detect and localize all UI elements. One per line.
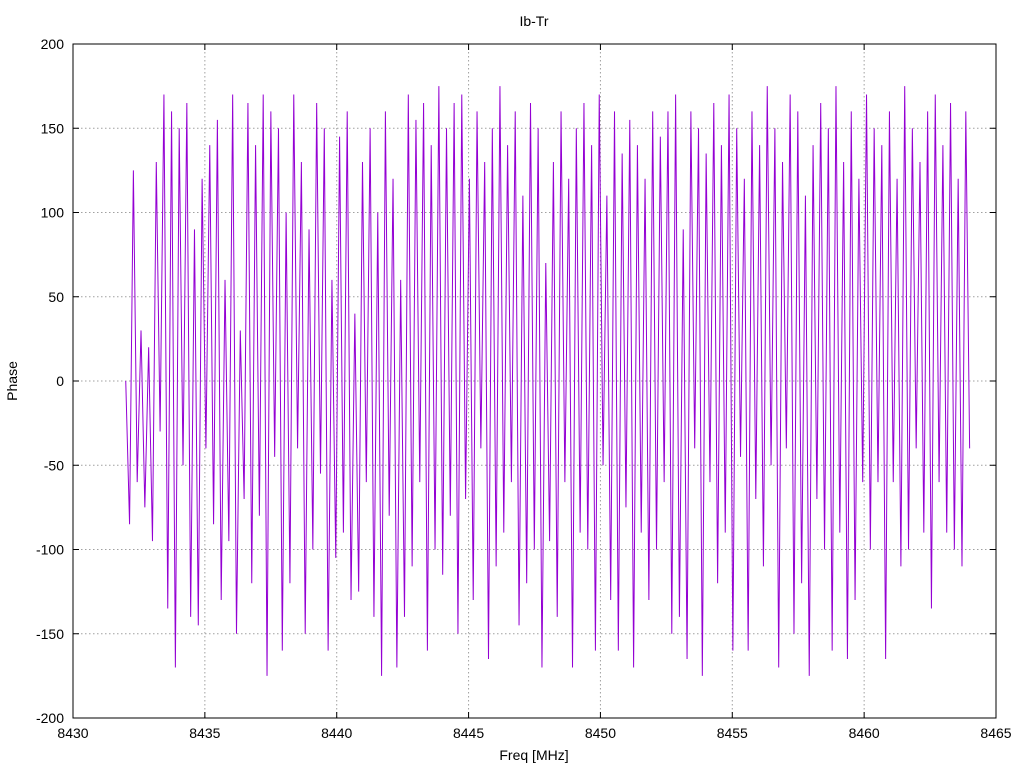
x-tick-label: 8435 <box>189 725 220 741</box>
y-tick-label: 100 <box>41 205 65 221</box>
y-tick-label: 150 <box>41 120 65 136</box>
x-tick-label: 8465 <box>980 725 1011 741</box>
axis-ticks <box>72 43 997 719</box>
y-tick-label: 0 <box>56 373 64 389</box>
y-tick-label: -50 <box>44 457 64 473</box>
x-tick-labels: 8430 8435 8440 8445 8450 8455 8460 8465 <box>57 725 1011 741</box>
x-tick-label: 8455 <box>717 725 748 741</box>
y-axis-title: Phase <box>4 361 20 401</box>
x-tick-label: 8430 <box>57 725 88 741</box>
x-tick-label: 8460 <box>849 725 880 741</box>
y-tick-label: -200 <box>36 710 64 726</box>
data-series <box>125 86 971 676</box>
y-tick-label: 200 <box>41 36 65 52</box>
grid-lines <box>73 44 996 718</box>
x-tick-label: 8440 <box>321 725 352 741</box>
y-tick-label: -100 <box>36 542 64 558</box>
y-tick-labels: -200 -150 -100 -50 0 50 100 150 200 <box>36 36 64 726</box>
y-tick-label: 50 <box>48 289 64 305</box>
x-tick-label: 8445 <box>453 725 484 741</box>
x-axis-title: Freq [MHz] <box>499 747 568 763</box>
x-tick-label: 8450 <box>585 725 616 741</box>
chart-title: Ib-Tr <box>519 13 548 29</box>
y-tick-label: -150 <box>36 626 64 642</box>
phase-series-line <box>125 86 971 676</box>
